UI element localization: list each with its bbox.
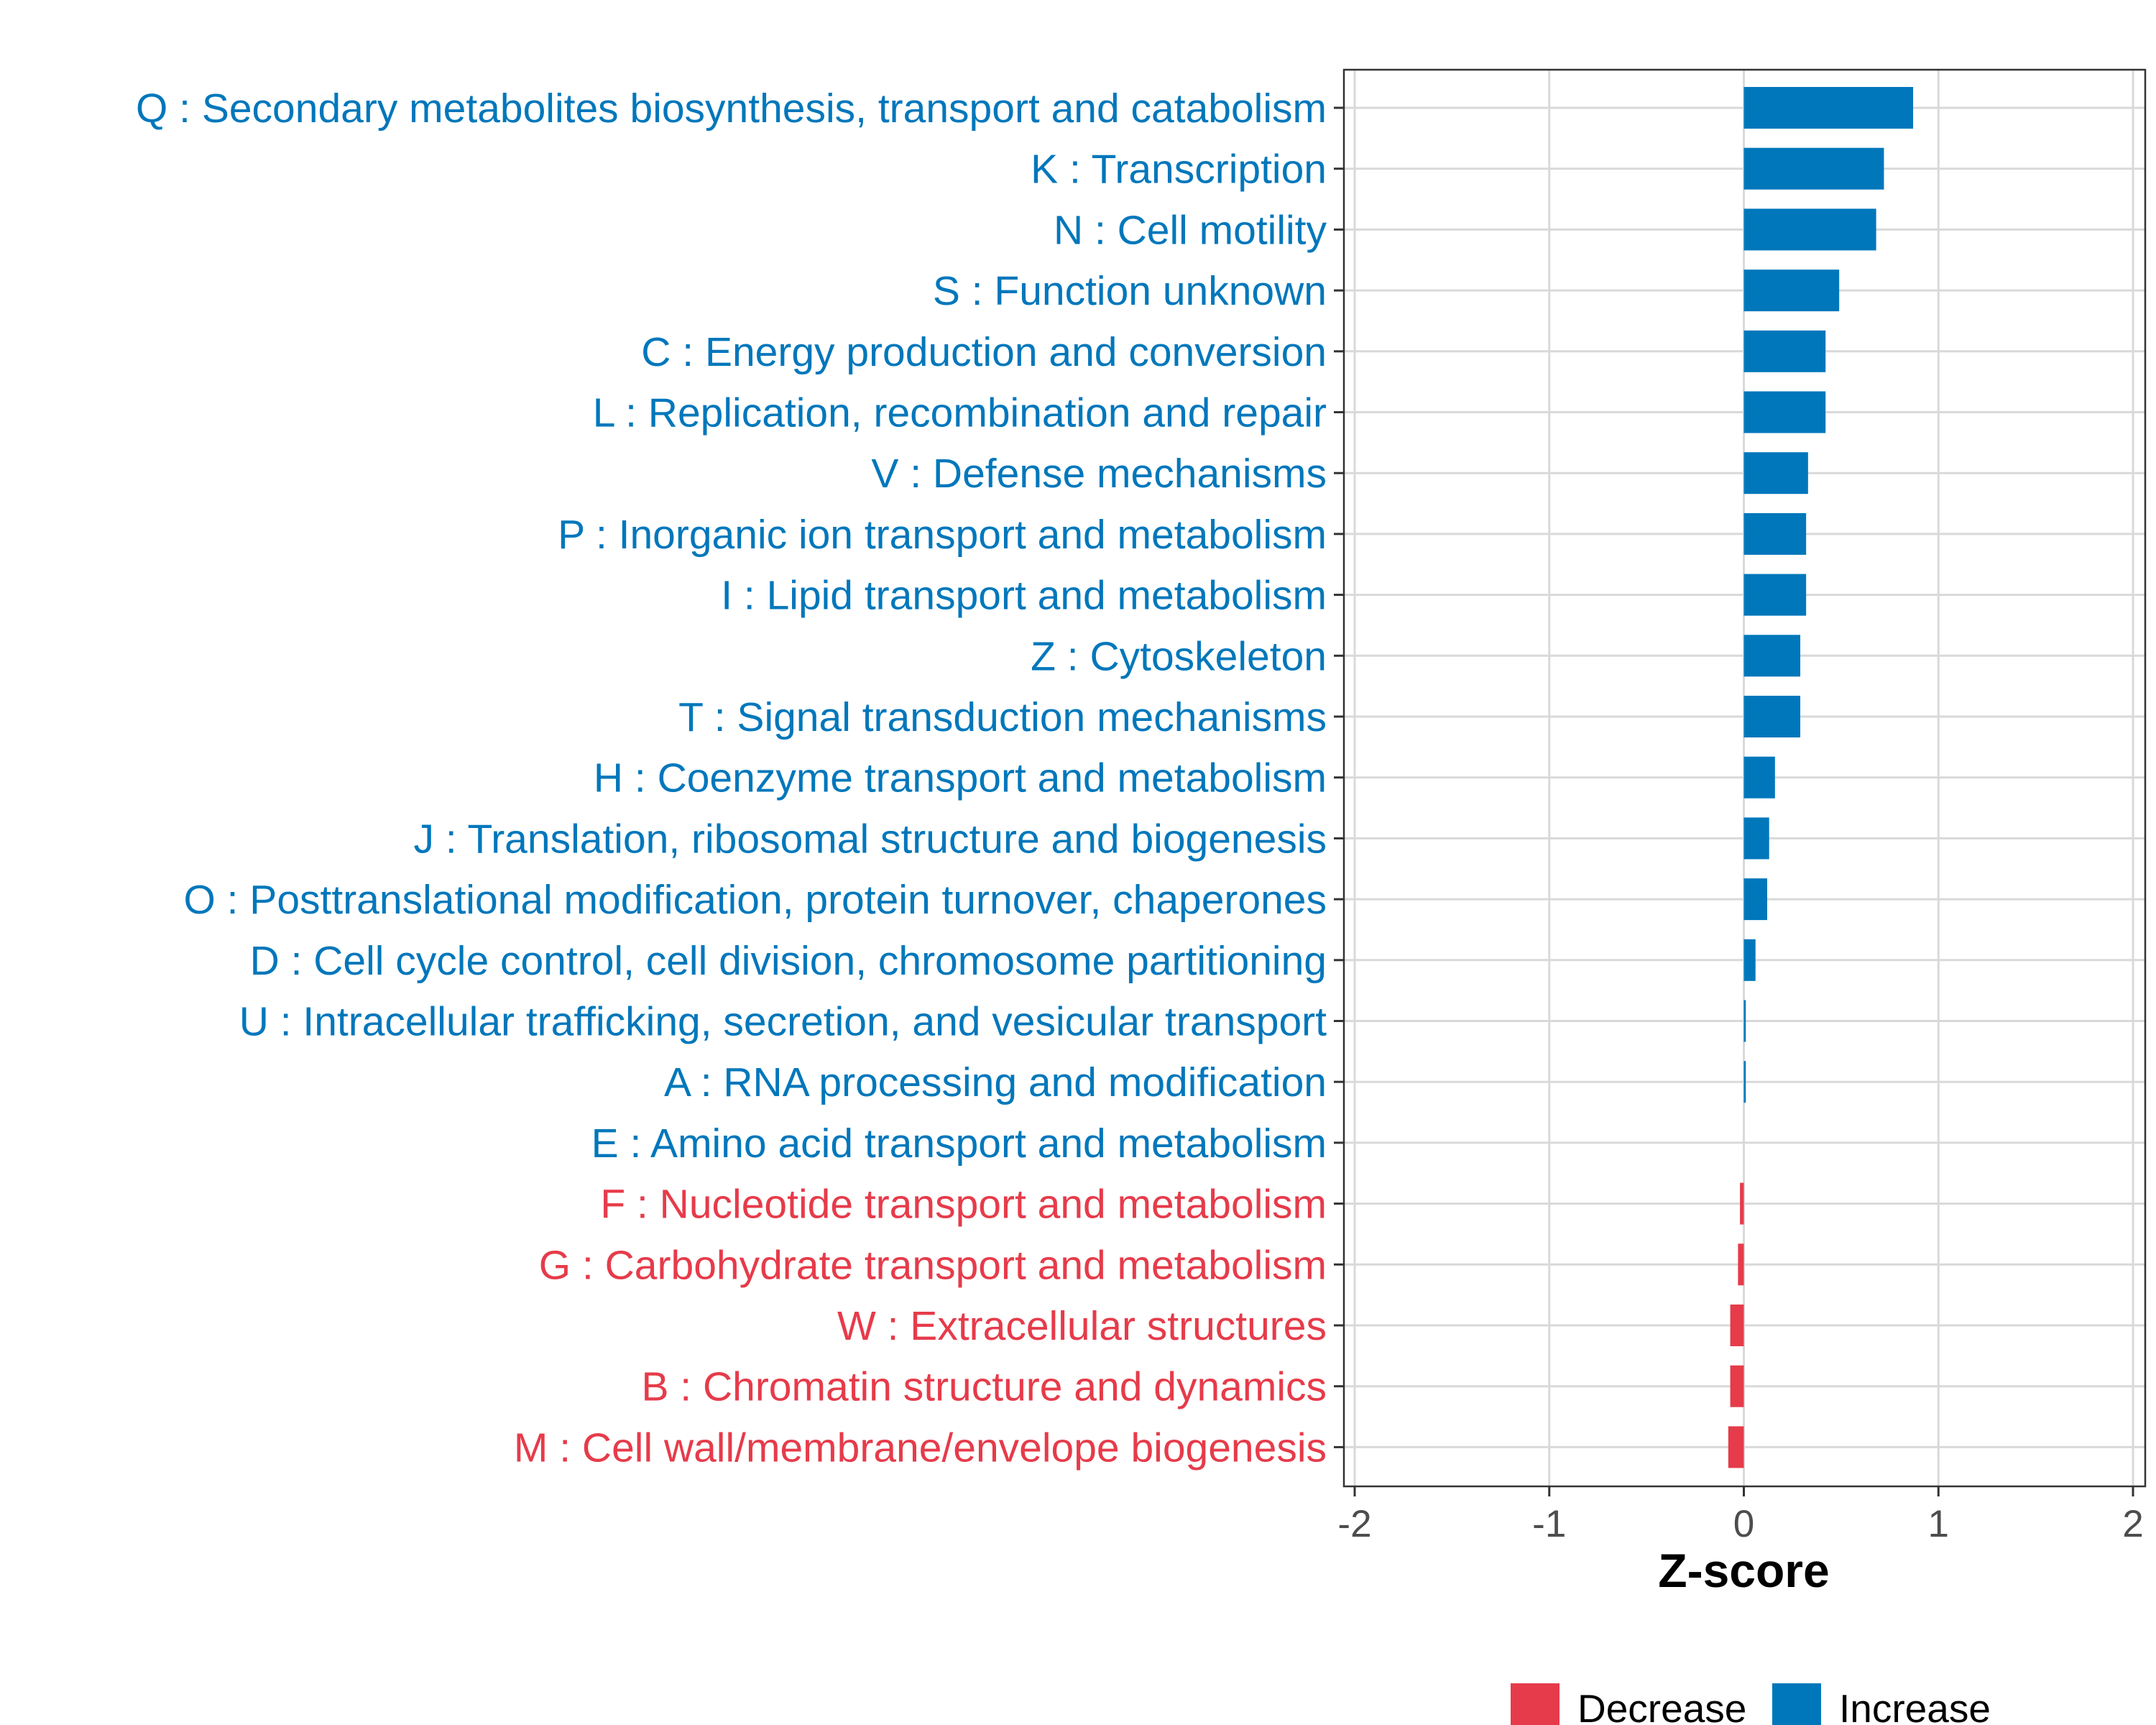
bar bbox=[1743, 391, 1826, 433]
x-axis: -2 -1 0 1 2 bbox=[1337, 1486, 2144, 1545]
category-label: N : Cell motility bbox=[1054, 207, 1327, 253]
bar bbox=[1743, 512, 1807, 555]
legend-label-increase: Increase bbox=[1839, 1686, 1991, 1725]
bar bbox=[1730, 1305, 1744, 1346]
bar bbox=[1738, 1243, 1744, 1286]
bar bbox=[1743, 147, 1884, 190]
bar bbox=[1743, 270, 1840, 312]
bar bbox=[1740, 1182, 1744, 1225]
x-tick-label: -1 bbox=[1532, 1503, 1566, 1545]
category-label: B : Chromatin structure and dynamics bbox=[641, 1364, 1327, 1410]
x-tick-label: 0 bbox=[1733, 1503, 1754, 1545]
category-label: K : Transcription bbox=[1031, 147, 1327, 193]
category-label: W : Extracellular structures bbox=[837, 1303, 1327, 1349]
category-label: E : Amino acid transport and metabolism bbox=[591, 1121, 1327, 1167]
category-label: J : Translation, ribosomal structure and… bbox=[414, 816, 1327, 862]
bar bbox=[1743, 452, 1808, 494]
category-label: Q : Secondary metabolites biosynthesis, … bbox=[136, 86, 1327, 132]
bar bbox=[1743, 696, 1801, 737]
legend-swatch-decrease bbox=[1511, 1683, 1560, 1725]
category-label: C : Energy production and conversion bbox=[641, 329, 1327, 375]
bar bbox=[1743, 208, 1876, 251]
y-axis: Q : Secondary metabolites biosynthesis, … bbox=[136, 86, 1344, 1471]
legend-swatch-increase bbox=[1772, 1683, 1821, 1725]
category-label: P : Inorganic ion transport and metaboli… bbox=[558, 512, 1327, 558]
bar bbox=[1743, 939, 1756, 981]
bar bbox=[1743, 817, 1769, 860]
bar bbox=[1743, 574, 1807, 616]
bar bbox=[1743, 87, 1914, 129]
category-label: U : Intracellular trafficking, secretion… bbox=[239, 999, 1327, 1045]
category-label: Z : Cytoskeleton bbox=[1031, 633, 1327, 679]
category-label: I : Lipid transport and metabolism bbox=[721, 573, 1327, 619]
bars bbox=[1728, 87, 1914, 1468]
bar bbox=[1743, 635, 1801, 677]
category-label: T : Signal transduction mechanisms bbox=[678, 694, 1327, 740]
category-label: S : Function unknown bbox=[933, 268, 1327, 314]
category-label: D : Cell cycle control, cell division, c… bbox=[250, 938, 1327, 984]
bar bbox=[1743, 1000, 1746, 1042]
category-label: O : Posttranslational modification, prot… bbox=[183, 877, 1327, 923]
x-tick-label: 2 bbox=[2122, 1503, 2143, 1545]
x-tick-label: -2 bbox=[1337, 1503, 1371, 1545]
x-axis-title: Z-score bbox=[1658, 1544, 1829, 1597]
bar bbox=[1728, 1426, 1744, 1468]
legend: Decrease Increase bbox=[1511, 1683, 1991, 1725]
bar bbox=[1730, 1365, 1744, 1407]
bar bbox=[1743, 1061, 1746, 1103]
bar bbox=[1743, 330, 1826, 372]
category-label: G : Carbohydrate transport and metabolis… bbox=[539, 1242, 1327, 1288]
category-label: H : Coenzyme transport and metabolism bbox=[594, 755, 1327, 801]
legend-label-decrease: Decrease bbox=[1577, 1686, 1746, 1725]
bar bbox=[1743, 878, 1767, 921]
category-label: M : Cell wall/membrane/envelope biogenes… bbox=[514, 1425, 1327, 1471]
category-label: F : Nucleotide transport and metabolism bbox=[600, 1182, 1327, 1228]
x-tick-label: 1 bbox=[1928, 1503, 1949, 1545]
bar bbox=[1743, 756, 1775, 799]
category-label: L : Replication, recombination and repai… bbox=[593, 390, 1327, 436]
category-label: A : RNA processing and modification bbox=[664, 1059, 1327, 1105]
category-label: V : Defense mechanisms bbox=[871, 451, 1327, 497]
